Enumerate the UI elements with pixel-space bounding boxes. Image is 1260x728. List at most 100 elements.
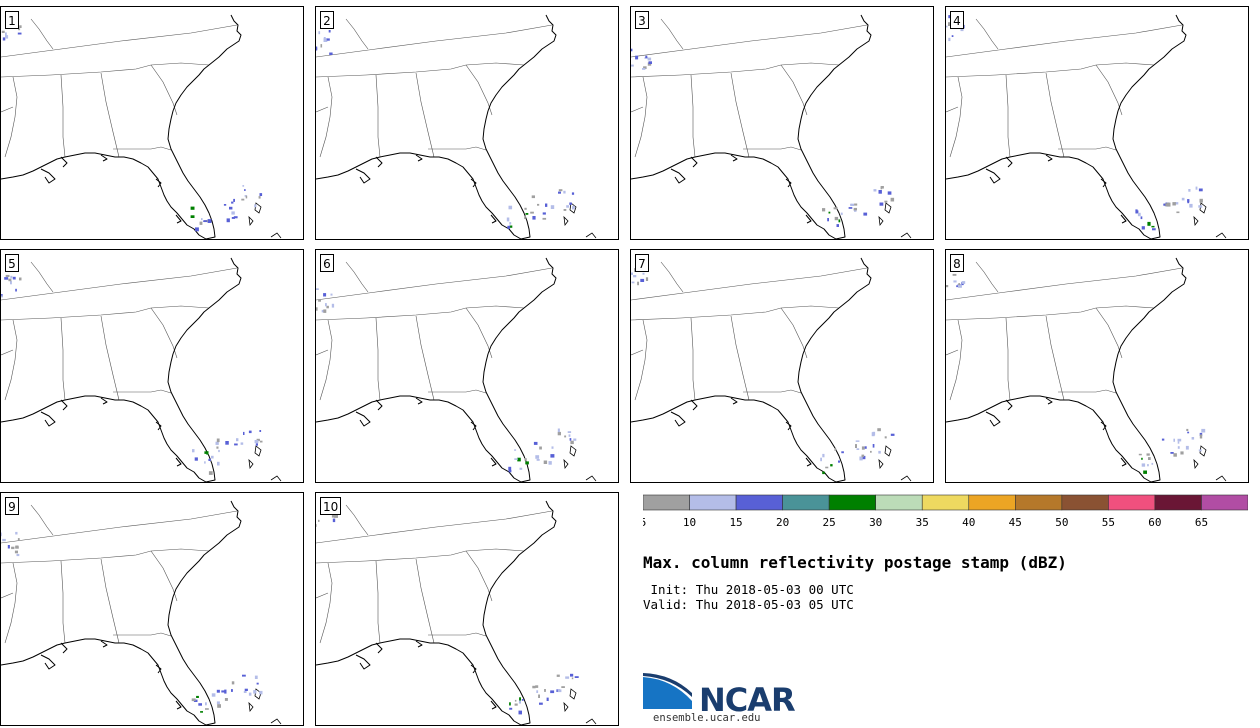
reflectivity-echo [1177, 438, 1182, 442]
reflectivity-echo [828, 211, 831, 214]
state-border [319, 562, 333, 644]
reflectivity-echo [204, 461, 206, 464]
state-border [319, 76, 333, 158]
reflectivity-echo [643, 66, 647, 69]
reflectivity-echo [509, 225, 513, 228]
state-border [1, 510, 238, 544]
reflectivity-echo [521, 699, 524, 701]
reflectivity-echo [229, 206, 233, 210]
reflectivity-echo [1195, 186, 1198, 190]
colorbar-tick-label: 45 [1009, 516, 1022, 529]
reflectivity-echo [537, 203, 540, 206]
southeast-us-map [1, 257, 282, 482]
reflectivity-echo [574, 676, 579, 678]
ncar-swoosh-icon [643, 673, 692, 709]
island-outline [585, 232, 597, 239]
reflectivity-colorbar: 5 10 15 20 25 30 35 40 45 50 55 60 65 [643, 494, 1248, 529]
colorbar-tick-label: 65 [1195, 516, 1208, 529]
reflectivity-echo [856, 448, 860, 450]
reflectivity-echo [242, 185, 245, 187]
reflectivity-echo [5, 32, 7, 36]
reflectivity-echo [946, 285, 949, 288]
state-border [415, 558, 435, 644]
reflectivity-echo [208, 458, 211, 461]
state-border [150, 550, 178, 602]
colorbar-swatch [828, 494, 876, 511]
reflectivity-echo [245, 195, 248, 199]
reflectivity-echo [550, 690, 555, 694]
member-number: 4 [950, 11, 964, 29]
reflectivity-echo [225, 441, 229, 445]
reflectivity-echo [569, 202, 572, 205]
reflectivity-echo [566, 205, 570, 208]
reflectivity-echo [1173, 453, 1177, 457]
state-border [730, 72, 750, 158]
reflectivity-echo [17, 538, 20, 541]
island-outline [569, 202, 577, 214]
reflectivity-echo [195, 227, 199, 232]
reflectivity-echo [5, 35, 9, 39]
reflectivity-echo [1198, 188, 1203, 192]
reflectivity-echo [887, 191, 892, 195]
reflectivity-echo [216, 438, 220, 443]
reflectivity-echo [543, 460, 548, 464]
island-outline [270, 718, 282, 725]
valid-day: Thu [695, 597, 719, 612]
state-border [631, 305, 840, 321]
island-outline [878, 458, 884, 470]
colorbar-swatch [1061, 494, 1109, 511]
reflectivity-echo [879, 202, 884, 206]
southeast-us-map [316, 14, 597, 239]
reflectivity-echo [519, 697, 521, 701]
reflectivity-echo [255, 443, 258, 446]
reflectivity-echo [820, 457, 822, 462]
southeast-us-map [316, 500, 597, 725]
reflectivity-echo [870, 450, 872, 453]
reflectivity-echo [215, 441, 219, 445]
coastline [1, 257, 242, 482]
reflectivity-echo [538, 694, 540, 698]
reflectivity-echo [1198, 205, 1203, 208]
southeast-us-map [1, 14, 282, 239]
reflectivity-echo [234, 443, 238, 446]
reflectivity-echo [231, 217, 235, 219]
reflectivity-echo [1163, 203, 1166, 206]
reflectivity-echo [198, 703, 202, 706]
reflectivity-echo [644, 57, 649, 59]
reflectivity-echo [855, 440, 860, 442]
reflectivity-echo [524, 215, 526, 219]
reflectivity-echo [224, 698, 228, 701]
reflectivity-echo [631, 272, 633, 275]
reflectivity-echo [850, 203, 853, 206]
member-number: 3 [635, 11, 649, 29]
island-outline [900, 232, 912, 239]
reflectivity-echo [4, 277, 9, 280]
coastline [946, 14, 1187, 239]
reflectivity-echo [1172, 202, 1176, 206]
reflectivity-echo [8, 278, 12, 282]
reflectivity-echo [571, 677, 574, 680]
member-number: 7 [635, 254, 649, 272]
reflectivity-echo [548, 461, 552, 465]
reflectivity-echo [329, 52, 333, 55]
island-outline [878, 215, 884, 227]
reflectivity-echo [864, 446, 867, 449]
reflectivity-echo [647, 62, 652, 66]
valid-time: Valid: Thu 2018-05-03 05 UTC [643, 597, 854, 612]
state-border [316, 592, 329, 599]
island-outline [585, 718, 597, 725]
reflectivity-echo [509, 702, 511, 706]
state-border [631, 349, 644, 356]
reflectivity-echo [961, 281, 966, 284]
reflectivity-echo [508, 469, 512, 473]
reflectivity-echo [248, 430, 252, 434]
reflectivity-echo [216, 701, 220, 705]
coastline [316, 14, 557, 239]
colorbar-tick-label: 30 [869, 516, 882, 529]
reflectivity-echo [199, 221, 203, 225]
coastline [316, 257, 557, 482]
reflectivity-echo [256, 438, 260, 442]
state-border [316, 349, 329, 356]
reflectivity-echo [1148, 457, 1151, 460]
reflectivity-echo [1170, 452, 1174, 454]
